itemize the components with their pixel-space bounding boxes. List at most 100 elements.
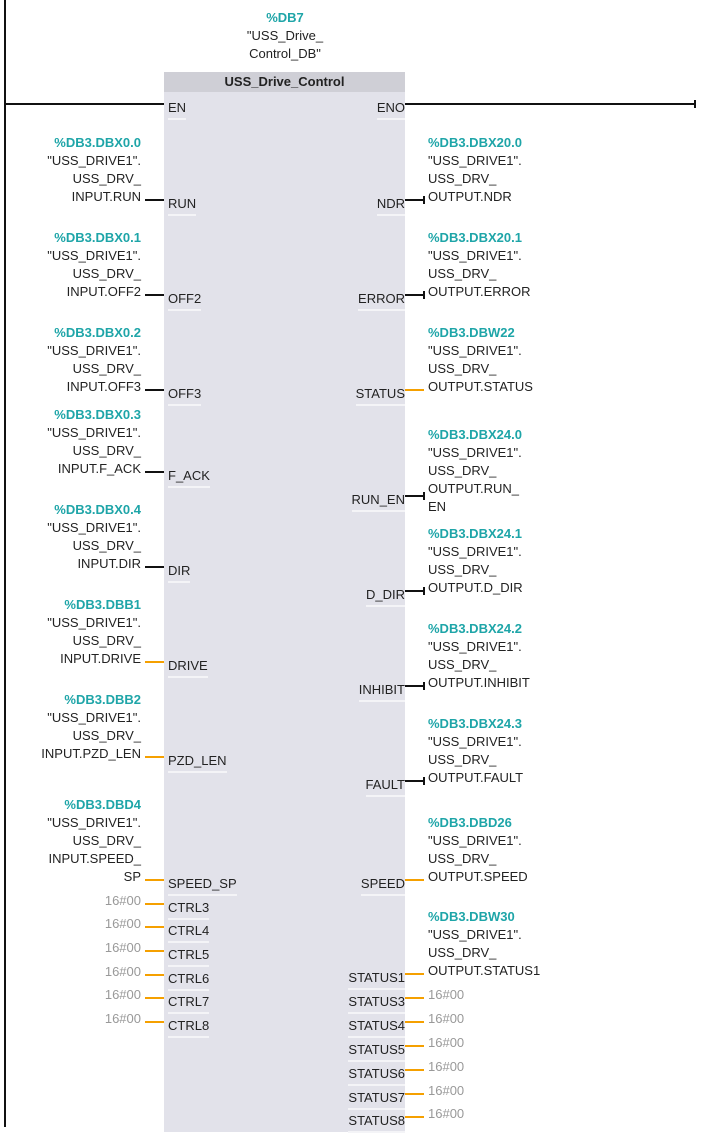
input-wire-off3 bbox=[145, 389, 164, 391]
output-wire-eno bbox=[405, 103, 695, 105]
operand-fault[interactable]: %DB3.DBX24.3 "USS_DRIVE1". USS_DRV_ OUTPUT.… bbox=[428, 715, 523, 787]
operand-symbol-line: INPUT.PZD_LEN bbox=[41, 746, 141, 761]
pin-pzd-len[interactable]: PZD_LEN bbox=[168, 753, 227, 773]
pin-status3[interactable]: STATUS3 bbox=[348, 994, 405, 1014]
constant-value[interactable]: 16#00 bbox=[104, 987, 141, 1002]
operand-drive[interactable]: %DB3.DBB1 "USS_DRIVE1". USS_DRV_ INPUT.DRIV… bbox=[47, 596, 141, 668]
constant-value[interactable]: 16#00 bbox=[428, 1059, 465, 1074]
output-wire-status5 bbox=[405, 1045, 424, 1047]
operand-f-ack[interactable]: %DB3.DBX0.3 "USS_DRIVE1". USS_DRV_ INPUT.F_… bbox=[47, 406, 141, 478]
pin-status7[interactable]: STATUS7 bbox=[348, 1090, 405, 1110]
constant-value[interactable]: 16#00 bbox=[428, 1083, 465, 1098]
operand-inhibit[interactable]: %DB3.DBX24.2 "USS_DRIVE1". USS_DRV_ OUTPUT.… bbox=[428, 620, 530, 692]
pin-ctrl6[interactable]: CTRL6 bbox=[168, 971, 210, 991]
pin-speed-sp[interactable]: SPEED_SP bbox=[168, 876, 237, 896]
instance-db-label[interactable]: %DB7 "USS_Drive_ Control_DB" bbox=[180, 9, 390, 63]
pin-inhibit[interactable]: INHIBIT bbox=[358, 682, 406, 702]
operand-symbol-line: USS_DRV_ bbox=[428, 657, 497, 672]
output-wire-inhibit bbox=[405, 685, 424, 687]
constant-value[interactable]: 16#00 bbox=[104, 1011, 141, 1026]
operand-status1[interactable]: %DB3.DBW30 "USS_DRIVE1". USS_DRV_ OUTPUT.ST… bbox=[428, 908, 540, 980]
operand-address: %DB3.DBX20.0 bbox=[428, 135, 522, 150]
operand-symbol-line: OUTPUT.NDR bbox=[428, 189, 512, 204]
input-wire-ctrl3 bbox=[145, 903, 164, 905]
operand-dir[interactable]: %DB3.DBX0.4 "USS_DRIVE1". USS_DRV_ INPUT.DI… bbox=[47, 501, 141, 573]
operand-off2[interactable]: %DB3.DBX0.1 "USS_DRIVE1". USS_DRV_ INPUT.OF… bbox=[47, 229, 141, 301]
input-wire-ctrl7 bbox=[145, 997, 164, 999]
operand-d-dir[interactable]: %DB3.DBX24.1 "USS_DRIVE1". USS_DRV_ OUTPUT.… bbox=[428, 525, 523, 597]
operand-run-en[interactable]: %DB3.DBX24.0 "USS_DRIVE1". USS_DRV_ OUTPUT.… bbox=[428, 426, 522, 516]
pin-status5[interactable]: STATUS5 bbox=[348, 1042, 405, 1062]
pin-status4[interactable]: STATUS4 bbox=[348, 1018, 405, 1038]
operand-symbol-line: INPUT.F_ACK bbox=[57, 461, 141, 476]
pin-off2[interactable]: OFF2 bbox=[168, 291, 202, 311]
operand-symbol-line: OUTPUT.RUN_ bbox=[428, 481, 520, 496]
operand-symbol-line: "USS_DRIVE1". bbox=[428, 445, 522, 460]
constant-value[interactable]: 16#00 bbox=[428, 987, 465, 1002]
operand-speed-sp[interactable]: %DB3.DBD4 "USS_DRIVE1". USS_DRV_ INPUT.SPEE… bbox=[47, 796, 141, 886]
operand-symbol-line: OUTPUT.D_DIR bbox=[428, 580, 523, 595]
operand-address: %DB3.DBX0.2 bbox=[54, 325, 141, 340]
pin-dir[interactable]: DIR bbox=[168, 563, 191, 583]
pin-ctrl7[interactable]: CTRL7 bbox=[168, 994, 210, 1014]
wire-end-tick bbox=[423, 196, 425, 204]
pin-status[interactable]: STATUS bbox=[355, 386, 406, 406]
constant-value[interactable]: 16#00 bbox=[104, 940, 141, 955]
operand-symbol-line: OUTPUT.ERROR bbox=[428, 284, 531, 299]
wire-end-tick bbox=[423, 777, 425, 785]
pin-drive[interactable]: DRIVE bbox=[168, 658, 208, 678]
constant-value[interactable]: 16#00 bbox=[104, 964, 141, 979]
operand-symbol-line: USS_DRV_ bbox=[428, 945, 497, 960]
pin-status6[interactable]: STATUS6 bbox=[348, 1066, 405, 1086]
block-title: USS_Drive_Control bbox=[164, 72, 405, 92]
operand-address: %DB3.DBB2 bbox=[64, 692, 141, 707]
operand-symbol-line: USS_DRV_ bbox=[428, 851, 497, 866]
operand-pzd-len[interactable]: %DB3.DBB2 "USS_DRIVE1". USS_DRV_ INPUT.PZD_… bbox=[41, 691, 141, 763]
output-wire-d-dir bbox=[405, 590, 424, 592]
pin-status1[interactable]: STATUS1 bbox=[348, 970, 405, 990]
operand-off3[interactable]: %DB3.DBX0.2 "USS_DRIVE1". USS_DRV_ INPUT.OF… bbox=[47, 324, 141, 396]
constant-value[interactable]: 16#00 bbox=[428, 1106, 465, 1121]
pin-f-ack[interactable]: F_ACK bbox=[168, 468, 210, 488]
pin-ctrl3[interactable]: CTRL3 bbox=[168, 900, 210, 920]
wire-end-tick bbox=[423, 492, 425, 500]
constant-value[interactable]: 16#00 bbox=[104, 893, 141, 908]
operand-speed[interactable]: %DB3.DBD26 "USS_DRIVE1". USS_DRV_ OUTPUT.SP… bbox=[428, 814, 528, 886]
pin-ndr[interactable]: NDR bbox=[376, 196, 406, 216]
constant-value[interactable]: 16#00 bbox=[104, 916, 141, 931]
input-wire-ctrl4 bbox=[145, 926, 164, 928]
pin-ctrl8[interactable]: CTRL8 bbox=[168, 1018, 210, 1038]
input-wire-ctrl8 bbox=[145, 1021, 164, 1023]
pin-run[interactable]: RUN bbox=[168, 196, 197, 216]
operand-ndr[interactable]: %DB3.DBX20.0 "USS_DRIVE1". USS_DRV_ OUTPUT.… bbox=[428, 134, 522, 206]
operand-run[interactable]: %DB3.DBX0.0 "USS_DRIVE1". USS_DRV_ INPUT.RU… bbox=[47, 134, 141, 206]
function-block-uss-drive-control[interactable]: USS_Drive_Control bbox=[164, 72, 405, 1132]
input-wire-run bbox=[145, 199, 164, 201]
pin-ctrl4[interactable]: CTRL4 bbox=[168, 923, 210, 943]
instance-db-name-line: "USS_Drive_ bbox=[246, 28, 324, 43]
operand-symbol-line: OUTPUT.STATUS1 bbox=[428, 963, 541, 978]
constant-value[interactable]: 16#00 bbox=[428, 1035, 465, 1050]
operand-symbol-line: USS_DRV_ bbox=[72, 538, 141, 553]
operand-symbol-line: INPUT.SPEED_ bbox=[48, 851, 141, 866]
pin-eno[interactable]: ENO bbox=[376, 100, 406, 120]
pin-off3[interactable]: OFF3 bbox=[168, 386, 202, 406]
operand-error[interactable]: %DB3.DBX20.1 "USS_DRIVE1". USS_DRV_ OUTPUT.… bbox=[428, 229, 531, 301]
output-wire-status7 bbox=[405, 1093, 424, 1095]
pin-error[interactable]: ERROR bbox=[358, 291, 405, 311]
constant-value[interactable]: 16#00 bbox=[428, 1011, 465, 1026]
pin-fault[interactable]: FAULT bbox=[365, 777, 405, 797]
pin-en[interactable]: EN bbox=[168, 100, 187, 120]
pin-d-dir[interactable]: D_DIR bbox=[365, 587, 406, 607]
input-wire-pzd-len bbox=[145, 756, 164, 758]
pin-run-en[interactable]: RUN_EN bbox=[351, 492, 406, 512]
wire-end-tick bbox=[423, 291, 425, 299]
pin-speed[interactable]: SPEED bbox=[360, 876, 406, 896]
operand-status[interactable]: %DB3.DBW22 "USS_DRIVE1". USS_DRV_ OUTPUT.ST… bbox=[428, 324, 533, 396]
operand-symbol-line: USS_DRV_ bbox=[428, 171, 497, 186]
instance-db-name-line: Control_DB" bbox=[249, 46, 321, 61]
operand-address: %DB3.DBX0.3 bbox=[54, 407, 141, 422]
operand-address: %DB3.DBW30 bbox=[428, 909, 515, 924]
pin-ctrl5[interactable]: CTRL5 bbox=[168, 947, 210, 967]
input-wire-en bbox=[5, 103, 164, 105]
